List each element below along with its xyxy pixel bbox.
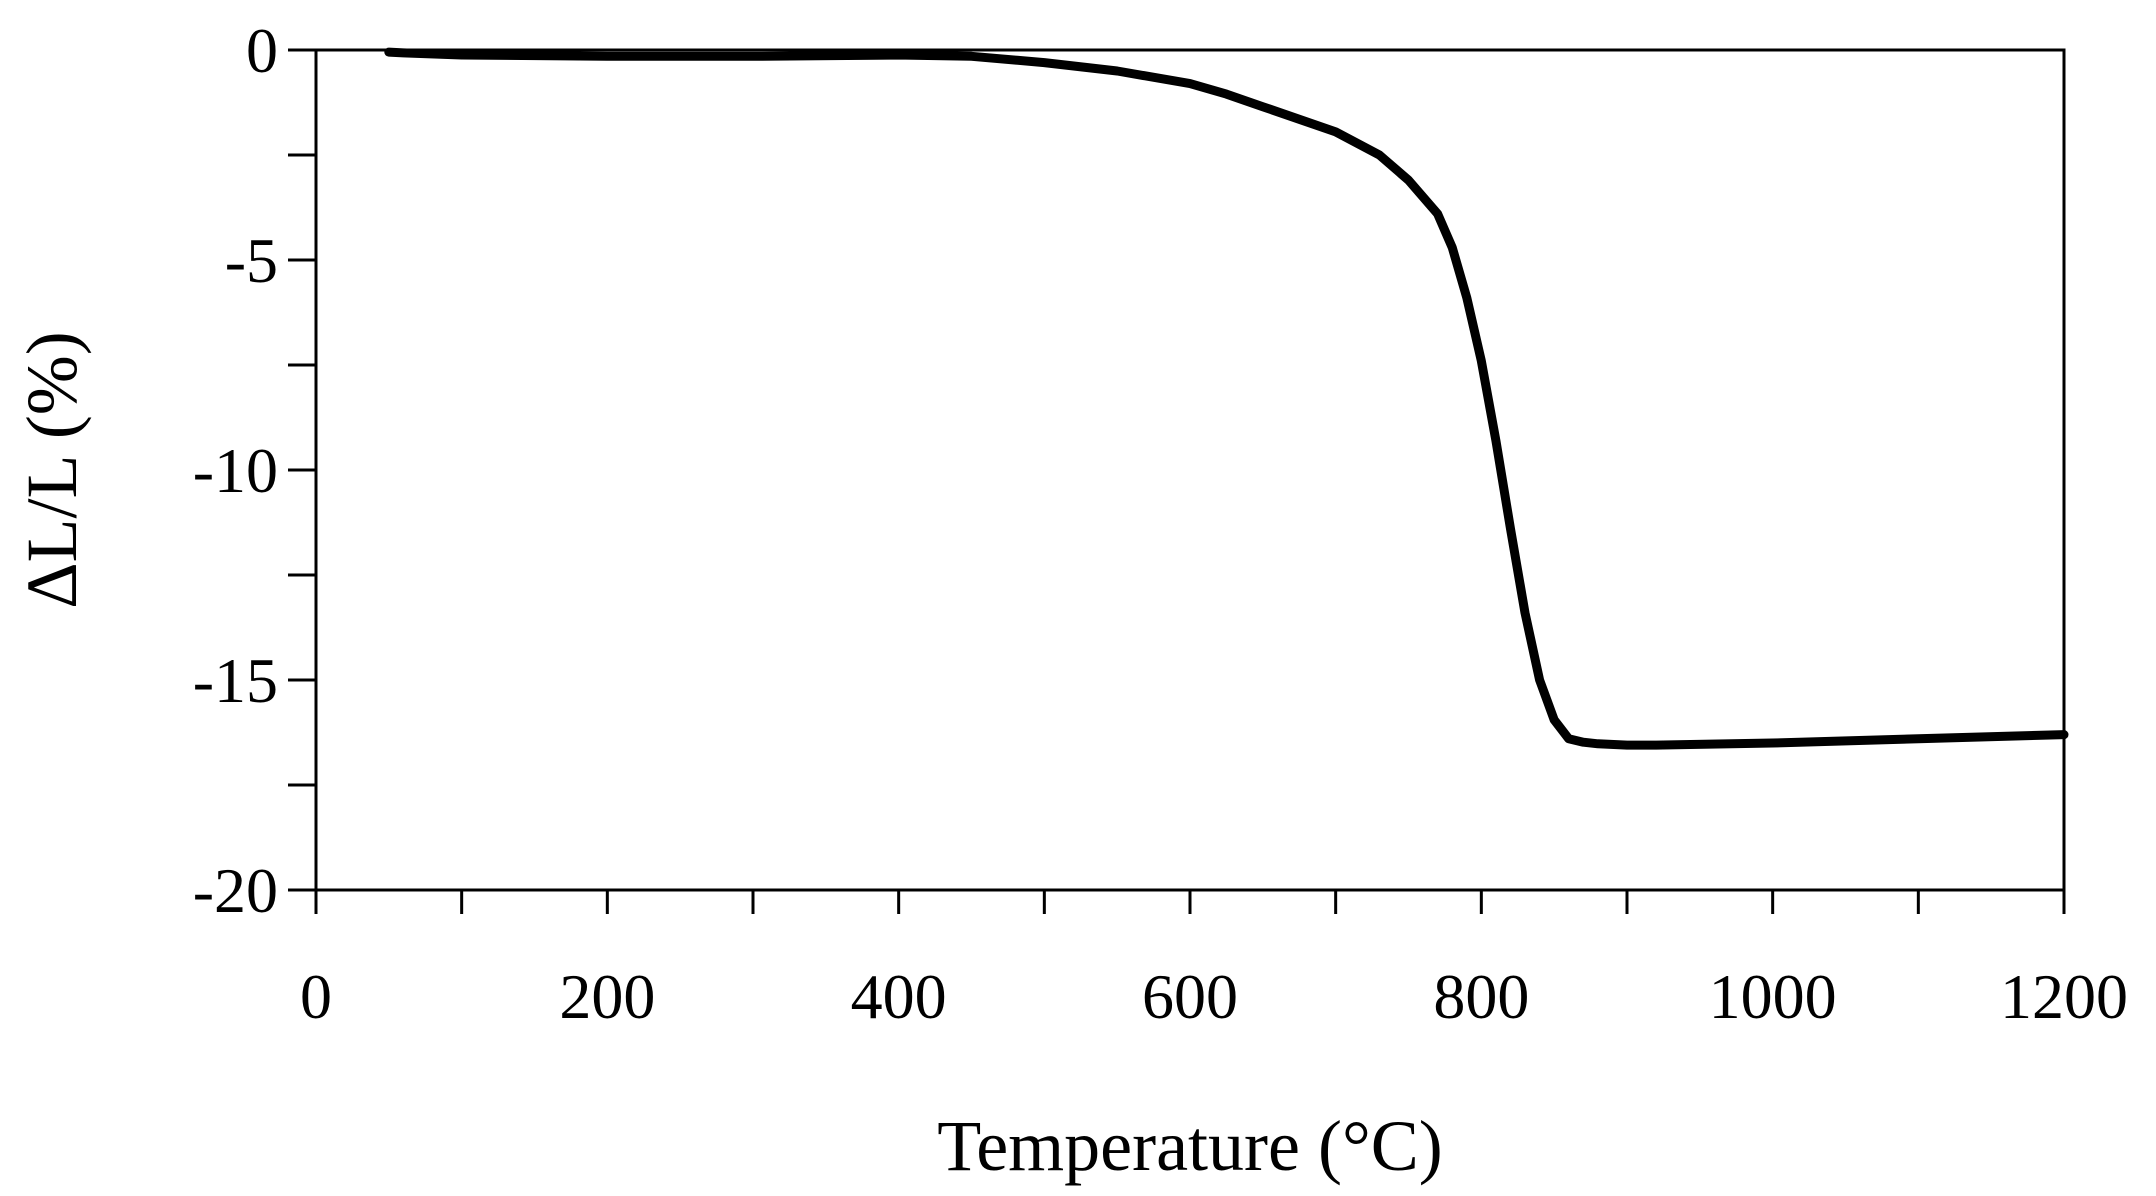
- x-axis-title: Temperature (°C): [937, 1106, 1443, 1186]
- x-tick-label: 800: [1433, 961, 1529, 1032]
- x-tick-label: 0: [300, 961, 332, 1032]
- x-tick-label: 200: [559, 961, 655, 1032]
- x-axis: 0 200 400 600 800 1000 1200: [300, 890, 2128, 1032]
- series-line: [384, 47, 2069, 750]
- y-axis: 0 -5 -10 -15 -20: [193, 15, 316, 926]
- x-tick-label: 1000: [1709, 961, 1837, 1032]
- y-tick-label: 0: [246, 15, 278, 86]
- y-tick-label: -10: [193, 435, 278, 506]
- y-axis-title: ΔL/L (%): [12, 331, 92, 609]
- x-tick-label: 1200: [2000, 961, 2128, 1032]
- y-tick-label: -20: [193, 855, 278, 926]
- y-tick-label: -15: [193, 645, 278, 716]
- series-group: [384, 47, 2069, 750]
- plot-frame: [314, 48, 2066, 892]
- x-tick-label: 400: [851, 961, 947, 1032]
- y-tick-label: -5: [225, 225, 278, 296]
- x-tick-label: 600: [1142, 961, 1238, 1032]
